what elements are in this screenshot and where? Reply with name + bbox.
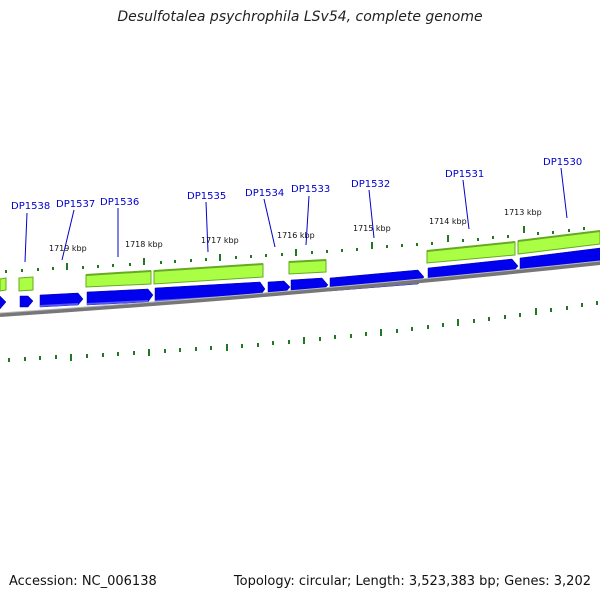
kbp-label-1713: 1713 kbp [504, 208, 542, 217]
gene-label-dp1538[interactable]: DP1538 [11, 201, 50, 212]
kbp-label-1715: 1715 kbp [353, 224, 391, 233]
green-feature [18, 276, 34, 292]
outer-tick-row [5, 226, 585, 273]
kbp-label-1714: 1714 kbp [429, 217, 467, 226]
gene-label-dp1533[interactable]: DP1533 [291, 184, 330, 195]
green-feature [0, 277, 7, 292]
cds-arrow [19, 295, 34, 308]
genome-stats-text: Topology: circular; Length: 3,523,383 bp… [233, 574, 591, 589]
accession-text: Accession: NC_006138 [9, 574, 157, 589]
gene-leader-lines [24, 167, 568, 263]
kbp-label-1717: 1717 kbp [201, 236, 239, 245]
gene-label-dp1534[interactable]: DP1534 [245, 188, 284, 199]
kbp-label-1718: 1718 kbp [125, 240, 163, 249]
gene-label-dp1530[interactable]: DP1530 [543, 157, 582, 168]
cds-arrow [0, 295, 7, 310]
green-track-edges [85, 230, 600, 276]
kbp-label-1716: 1716 kbp [277, 231, 315, 240]
gene-label-dp1536[interactable]: DP1536 [100, 197, 139, 208]
inner-tick-row [8, 301, 598, 362]
kbp-label-1719: 1719 kbp [49, 244, 87, 253]
gene-label-dp1532[interactable]: DP1532 [351, 179, 390, 190]
map-title: Desulfotalea psychrophila LSv54, complet… [117, 9, 483, 25]
genome-backbone [0, 261, 600, 317]
gene-label-dp1537[interactable]: DP1537 [56, 199, 95, 210]
gene-label-dp1535[interactable]: DP1535 [187, 191, 226, 202]
cds-arrow [519, 247, 600, 273]
gene-label-dp1531[interactable]: DP1531 [445, 169, 484, 180]
